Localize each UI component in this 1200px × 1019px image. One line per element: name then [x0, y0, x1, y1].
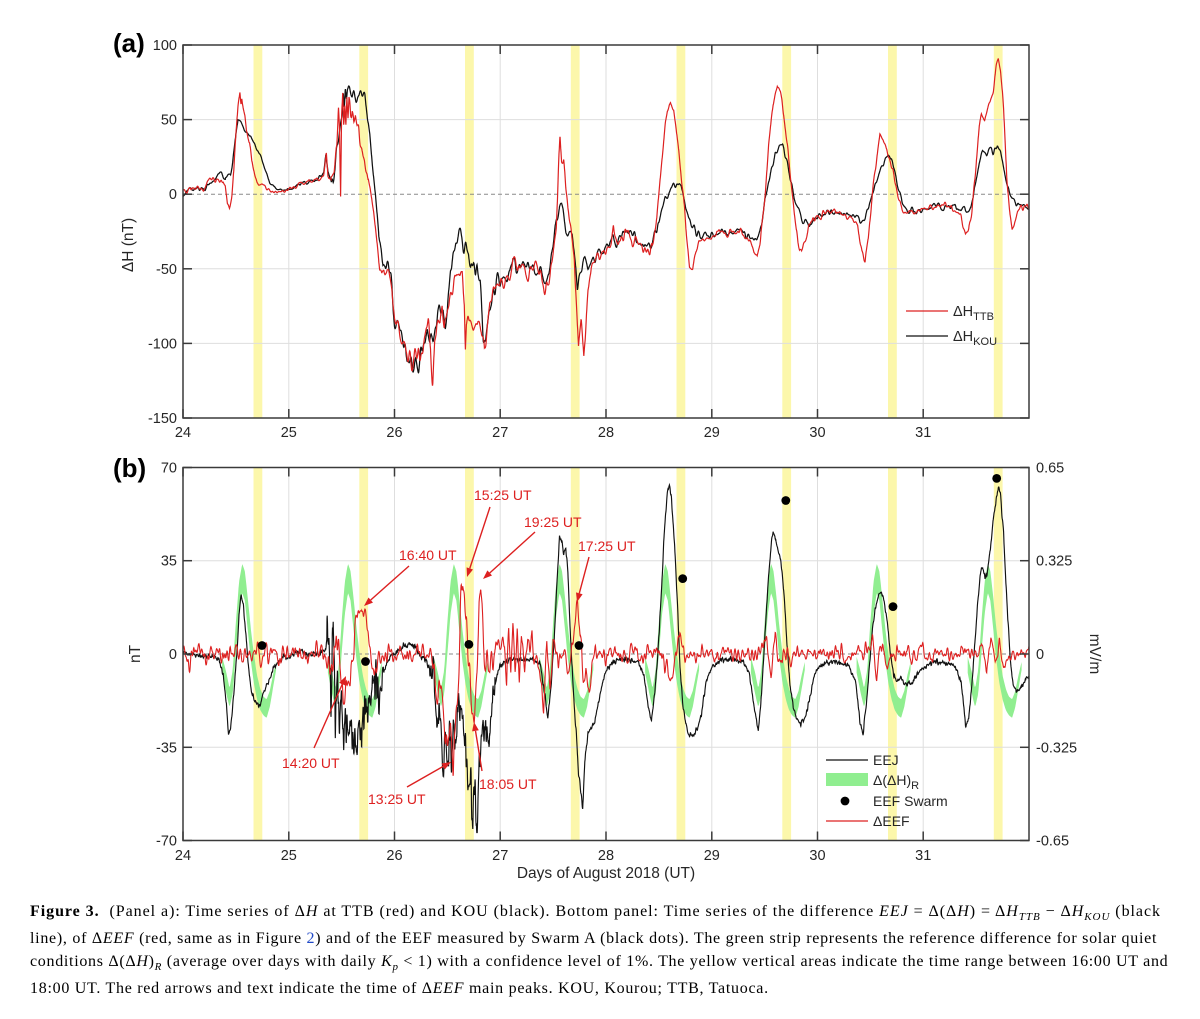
svg-text:-0.65: -0.65: [1036, 834, 1069, 850]
svg-text:0.325: 0.325: [1036, 554, 1072, 570]
svg-text:15:25 UT: 15:25 UT: [474, 487, 532, 503]
svg-text:-70: -70: [156, 834, 177, 850]
svg-text:14:20 UT: 14:20 UT: [282, 755, 340, 771]
svg-text:nT: nT: [127, 644, 144, 663]
svg-text:Δ(ΔH)R: Δ(ΔH)R: [873, 772, 919, 792]
svg-text:29: 29: [704, 425, 720, 441]
svg-text:31: 31: [915, 848, 931, 864]
svg-text:28: 28: [598, 848, 614, 864]
svg-text:24: 24: [175, 848, 191, 864]
svg-text:26: 26: [386, 848, 402, 864]
svg-text:19:25 UT: 19:25 UT: [524, 514, 582, 530]
svg-text:-100: -100: [148, 336, 177, 352]
svg-text:27: 27: [492, 848, 508, 864]
svg-text:50: 50: [161, 113, 177, 129]
svg-text:16:40 UT: 16:40 UT: [399, 547, 457, 563]
svg-text:28: 28: [598, 425, 614, 441]
svg-text:0: 0: [1036, 647, 1044, 663]
svg-text:0: 0: [169, 187, 177, 203]
svg-text:(b): (b): [113, 453, 146, 483]
svg-text:-0.325: -0.325: [1036, 740, 1077, 756]
svg-text:26: 26: [386, 425, 402, 441]
svg-text:ΔEEF: ΔEEF: [873, 813, 910, 829]
svg-text:ΔH (nT): ΔH (nT): [120, 218, 137, 272]
svg-text:31: 31: [915, 425, 931, 441]
svg-text:EEJ: EEJ: [873, 752, 899, 768]
svg-text:13:25 UT: 13:25 UT: [368, 791, 426, 807]
svg-text:0.65: 0.65: [1036, 461, 1064, 477]
svg-text:Days of August 2018 (UT): Days of August 2018 (UT): [517, 865, 695, 882]
svg-text:27: 27: [492, 425, 508, 441]
svg-text:29: 29: [704, 848, 720, 864]
svg-text:35: 35: [161, 554, 177, 570]
svg-text:25: 25: [281, 848, 297, 864]
svg-text:EEF Swarm: EEF Swarm: [873, 793, 948, 809]
svg-text:0: 0: [169, 647, 177, 663]
svg-text:-150: -150: [148, 411, 177, 427]
svg-text:25: 25: [281, 425, 297, 441]
svg-text:(a): (a): [113, 28, 145, 58]
svg-text:18:05 UT: 18:05 UT: [479, 776, 537, 792]
svg-text:-35: -35: [156, 740, 177, 756]
svg-text:-50: -50: [156, 262, 177, 278]
svg-text:mV/m: mV/m: [1086, 634, 1103, 674]
svg-text:70: 70: [161, 461, 177, 477]
svg-text:30: 30: [809, 848, 825, 864]
svg-text:17:25 UT: 17:25 UT: [578, 538, 636, 554]
svg-text:100: 100: [153, 38, 177, 54]
svg-text:30: 30: [809, 425, 825, 441]
svg-text:24: 24: [175, 425, 191, 441]
